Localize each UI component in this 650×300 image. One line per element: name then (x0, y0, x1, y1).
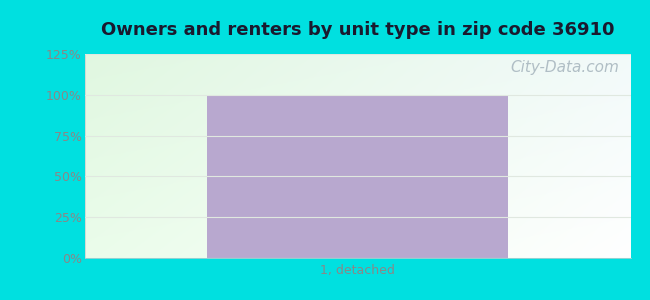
Text: Owners and renters by unit type in zip code 36910: Owners and renters by unit type in zip c… (101, 21, 614, 39)
Bar (207, 95, 508, 258)
Text: City-Data.com: City-Data.com (511, 60, 619, 75)
